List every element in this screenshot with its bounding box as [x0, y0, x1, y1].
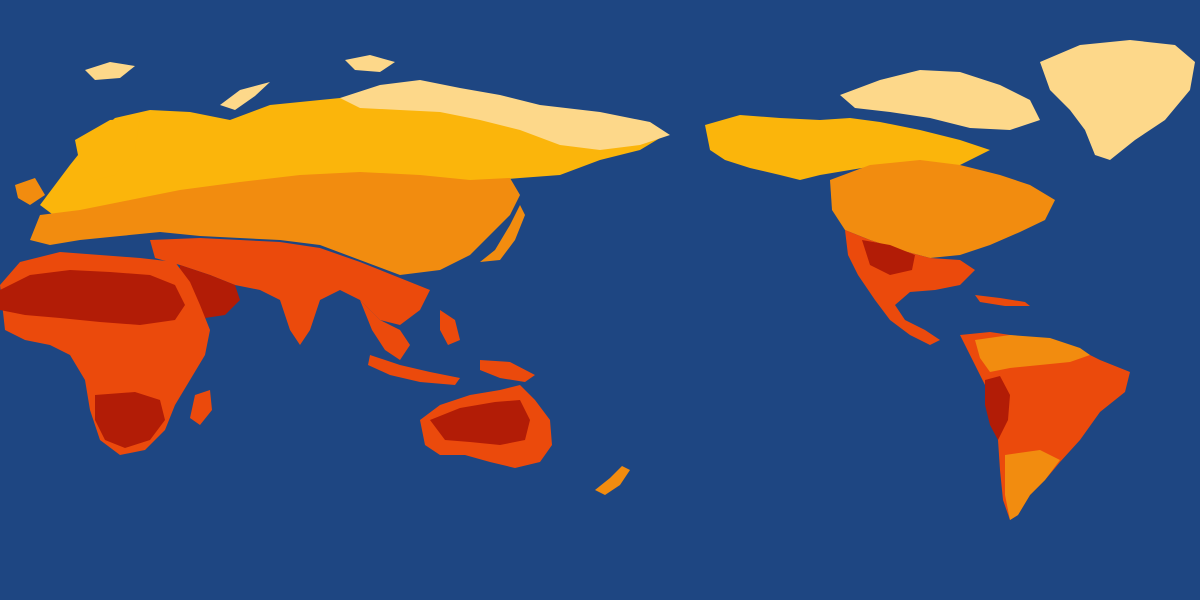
sa-temperate-north — [975, 335, 1090, 372]
na-temperate — [830, 160, 1055, 258]
severnaya-zemlya — [345, 55, 395, 72]
indonesia-warm — [368, 355, 460, 385]
eurasia — [15, 80, 670, 385]
australia-hot — [430, 400, 530, 445]
arctic-islands — [840, 70, 1040, 130]
sa-temperate-south — [1005, 450, 1060, 520]
greenland-polar — [1040, 40, 1195, 160]
novaya-zemlya — [220, 82, 270, 110]
eurasia-polar-band — [340, 80, 670, 150]
arctic-islands-eurasia — [85, 55, 395, 110]
madagascar — [190, 390, 212, 425]
new-zealand — [595, 466, 630, 495]
scandinavia — [75, 118, 140, 180]
cuba — [975, 295, 1030, 306]
south-africa-hot — [95, 392, 165, 448]
sa-hot-west — [985, 376, 1010, 440]
africa — [0, 252, 212, 455]
new-guinea — [480, 360, 535, 382]
se-asia-warm — [360, 300, 410, 360]
eurasia-temperate-band — [30, 172, 520, 275]
svalbard — [85, 62, 135, 80]
uk — [15, 178, 45, 205]
japan — [480, 205, 525, 262]
eurasia-warm-band — [150, 238, 430, 345]
north-america — [705, 70, 1055, 345]
sahara-hot — [0, 270, 185, 325]
na-southwest-hot — [862, 240, 915, 275]
philippines — [440, 310, 460, 345]
greenland — [1040, 40, 1195, 160]
australia — [420, 385, 630, 495]
sa-warm — [960, 332, 1130, 520]
south-america — [960, 332, 1130, 520]
